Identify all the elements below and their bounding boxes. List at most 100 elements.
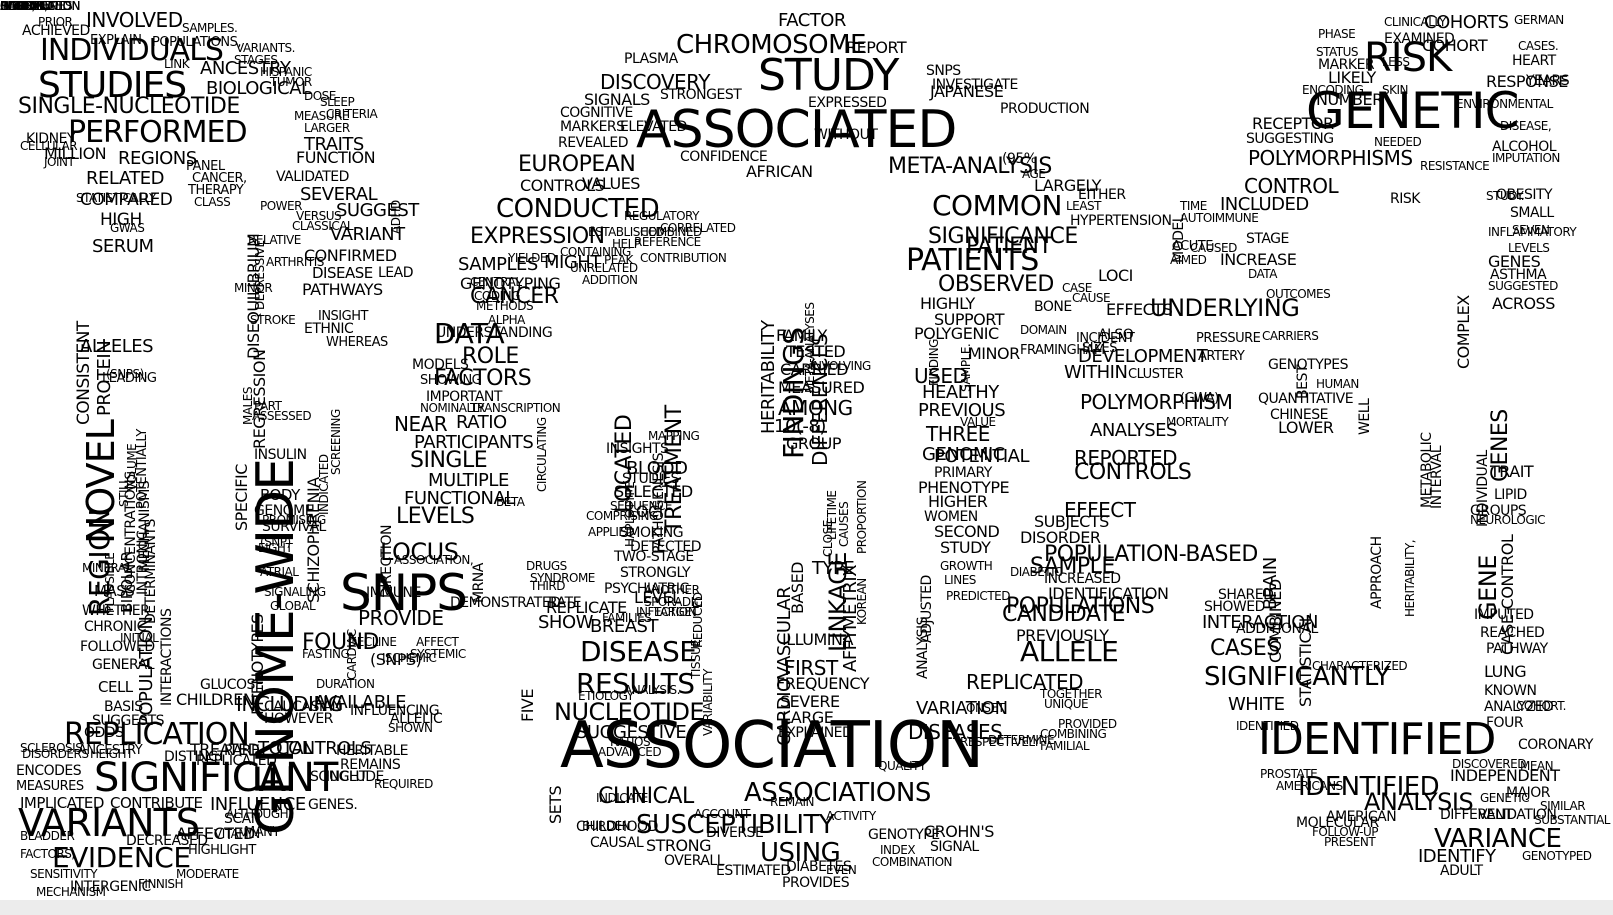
cloud-word: REVEALED <box>558 135 629 151</box>
cloud-word: INDICATED <box>317 454 331 515</box>
cloud-word: APPLIED <box>588 525 635 539</box>
cloud-word: THREE <box>926 422 990 446</box>
cloud-word: TUMOR <box>270 75 312 89</box>
cloud-word: BIOLOGICAL <box>206 78 311 99</box>
cloud-word: LESS <box>1382 55 1410 69</box>
cloud-word: TWO-STAGE <box>614 549 694 565</box>
cloud-word: MILLION <box>44 144 107 163</box>
cloud-word: EFFECTS <box>1106 300 1173 319</box>
cloud-word: (95% <box>1002 151 1037 167</box>
cloud-word: IDENTIFIED <box>1298 772 1440 802</box>
cloud-word: CONTROL <box>1244 174 1339 198</box>
cloud-word: COHORT. <box>1516 699 1566 713</box>
cloud-word: WHITE <box>1228 694 1285 715</box>
cloud-word: LOCI <box>1098 266 1133 285</box>
cloud-word: CAUCASIAN <box>264 699 342 715</box>
cloud-word: OBSERVED <box>938 272 1054 297</box>
cloud-word: ASSOCIATED <box>636 100 957 160</box>
cloud-word: PREDICTED <box>946 589 1010 603</box>
cloud-word: CLASSICAL <box>292 219 354 233</box>
cloud-word: FOUR <box>1486 715 1524 731</box>
cloud-word: HYPERTENSION <box>1070 213 1172 229</box>
cloud-word: HAPLOTYPES <box>0 0 73 13</box>
cloud-word: IDENTIFY <box>1418 846 1496 867</box>
cloud-word: SURVIVAL <box>262 519 326 535</box>
cloud-word: MANY <box>244 825 280 840</box>
cloud-word: LARGER <box>304 121 350 135</box>
cloud-word: CASES <box>1210 636 1280 661</box>
cloud-word: PLASMA <box>624 51 678 67</box>
cloud-word: MIGHT <box>544 252 601 273</box>
cloud-word: EXAMINED <box>1384 31 1455 47</box>
cloud-word: ACUTE <box>1172 239 1213 254</box>
cloud-word: AFFECT <box>416 635 459 649</box>
cloud-word: PRESENT <box>1324 835 1376 849</box>
cloud-word: ONSET <box>966 701 1005 715</box>
cloud-word: GROUP <box>786 434 841 453</box>
cloud-word: REACHED <box>1480 625 1545 641</box>
cloud-word: VALIDATED <box>276 169 349 185</box>
cloud-word: VITAMIN <box>214 827 260 841</box>
cloud-word: CLINICAL <box>598 784 694 809</box>
cloud-word: CARRIED <box>780 360 849 379</box>
cloud-word: CANCER <box>470 284 559 309</box>
cloud-word: REPLICATION <box>64 717 250 752</box>
cloud-word: REPLICATED <box>196 753 277 769</box>
cloud-word: CONTRIBUTION <box>640 251 727 265</box>
cloud-word: FAMILIES <box>602 611 652 625</box>
cloud-word: ACHIEVED <box>22 23 90 39</box>
cloud-word: EVIDENCE <box>52 841 191 874</box>
cloud-word: ALPHA <box>488 313 525 327</box>
cloud-word: PRIMARY <box>934 465 992 481</box>
cloud-word: AFFECTED <box>176 824 255 843</box>
cloud-word: GENOMIC <box>922 444 1005 465</box>
cloud-word: COMPARED <box>80 190 173 210</box>
cloud-word: SHARED <box>1218 587 1274 603</box>
cloud-word: EXPRESSION <box>470 224 605 249</box>
cloud-word: DISCOVERY <box>600 70 711 94</box>
cloud-word: INFLAMMATORY <box>1488 225 1577 239</box>
cloud-word: ISCHEMIC <box>382 651 437 665</box>
cloud-word: SUGGESTED <box>1488 279 1558 293</box>
cloud-word: CLOSE <box>821 520 835 558</box>
cloud-word: ETHNIC <box>304 321 354 337</box>
cloud-word: SYSTEMIC <box>410 647 466 661</box>
cloud-word: CONTAINING <box>560 245 631 259</box>
cloud-word: CHARACTERIZED <box>1312 659 1408 673</box>
cloud-word: INTERGENIC <box>70 879 151 895</box>
cloud-word: MODELS <box>412 357 469 373</box>
cloud-word: PSYCHIATRIC <box>604 581 689 597</box>
cloud-word: COMPLEX <box>1454 295 1473 370</box>
cloud-word: PATHWAY <box>1486 641 1548 657</box>
cloud-word: CODING <box>474 289 520 303</box>
cloud-word: FUNCTION <box>296 148 376 167</box>
cloud-word: RISK <box>1390 191 1420 207</box>
cloud-word: LEVELS <box>1508 241 1550 255</box>
cloud-word: KIDNEY <box>26 131 75 147</box>
cloud-word: AGE <box>1022 167 1046 181</box>
cloud-word: INTRONIC <box>135 531 151 596</box>
cloud-word: IMMUNE <box>366 585 421 601</box>
cloud-word: OBESITY <box>1496 187 1553 203</box>
cloud-word: MEASURE <box>294 109 349 123</box>
cloud-word: STUDIES <box>622 471 679 487</box>
cloud-word: IDENTIFICATION <box>1048 584 1169 603</box>
cloud-word: PHASE <box>1318 27 1356 41</box>
cloud-word: AMERICAN <box>1326 809 1397 825</box>
cloud-word: INVOLVING <box>810 359 871 373</box>
cloud-word: CORRELATION <box>0 0 81 13</box>
cloud-word: COMBINATION <box>872 855 953 869</box>
cloud-word: DRUGS <box>526 559 567 573</box>
cloud-word: ANCESTRY <box>78 743 143 758</box>
cloud-word: SIMILAR <box>1540 799 1586 813</box>
cloud-word: REPORTED <box>1074 446 1178 470</box>
cloud-word: RESPONSE <box>1486 72 1568 91</box>
cloud-word: COGNITIVE <box>560 105 633 121</box>
cloud-word: LEVEL <box>634 588 681 607</box>
cloud-word: CIRCULATING <box>535 417 549 492</box>
cloud-word: MEAN <box>1520 759 1554 773</box>
cloud-word: POPULATIONS <box>1006 594 1155 619</box>
cloud-word: FREQUENCY <box>776 674 869 693</box>
cloud-word: CONDUCTED <box>496 194 660 224</box>
cloud-word: FAMILIAL <box>1040 739 1090 753</box>
